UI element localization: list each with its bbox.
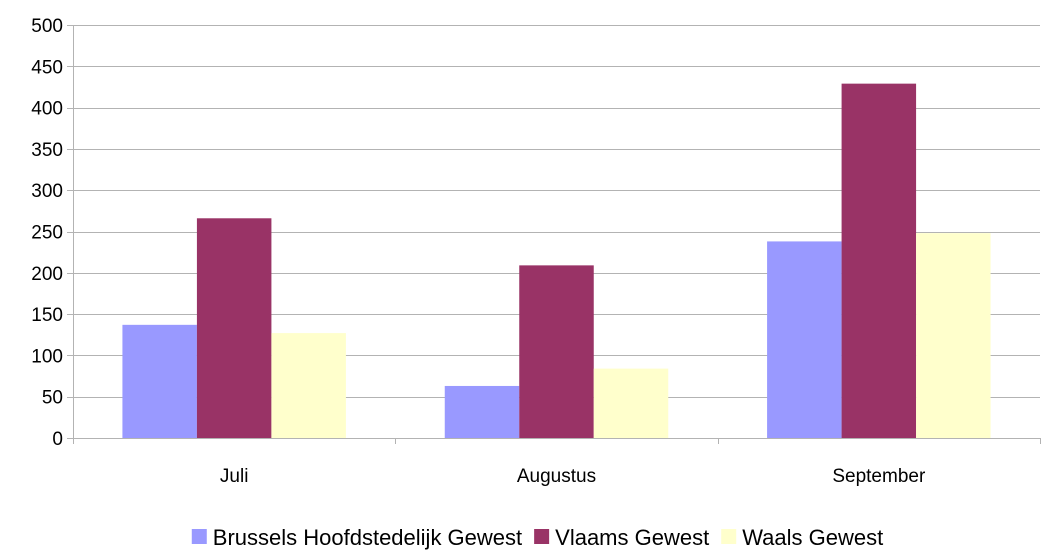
legend: Brussels Hoofdstedelijk Gewest Vlaams Gew… (191, 525, 883, 550)
legend-swatch (191, 529, 207, 544)
bar (767, 241, 842, 438)
legend-label: Vlaams Gewest (555, 525, 709, 550)
bar (271, 333, 346, 438)
y-tick-label: 450 (31, 57, 63, 78)
y-tick-label: 250 (31, 223, 63, 244)
legend-swatch (721, 529, 737, 544)
y-tick-label: 50 (42, 388, 63, 409)
bar (122, 324, 197, 438)
y-tick-label: 0 (52, 429, 63, 450)
legend-label: Brussels Hoofdstedelijk Gewest (213, 525, 522, 550)
legend-swatch (534, 529, 550, 544)
axes: 0 50 100 150 200 250 300 350 400 450 500 Juli August… (31, 16, 1041, 487)
bars (122, 83, 991, 439)
legend-label: Waals Gewest (742, 525, 883, 550)
y-tick-label: 350 (31, 140, 63, 161)
y-tick-label: 200 (31, 264, 63, 285)
y-tick-label: 500 (31, 16, 63, 37)
x-category-label: Juli (220, 466, 249, 487)
bar (444, 385, 520, 438)
bar (916, 233, 991, 438)
bar (519, 265, 594, 438)
x-category-label: Augustus (517, 466, 596, 487)
bar (841, 83, 917, 439)
y-tick-label: 150 (31, 305, 63, 326)
x-category-label: September (832, 466, 926, 487)
y-tick-label: 300 (31, 181, 63, 202)
bar (196, 218, 272, 438)
y-tick-label: 400 (31, 99, 63, 120)
bar (593, 368, 669, 438)
y-tick-label: 100 (31, 346, 63, 367)
